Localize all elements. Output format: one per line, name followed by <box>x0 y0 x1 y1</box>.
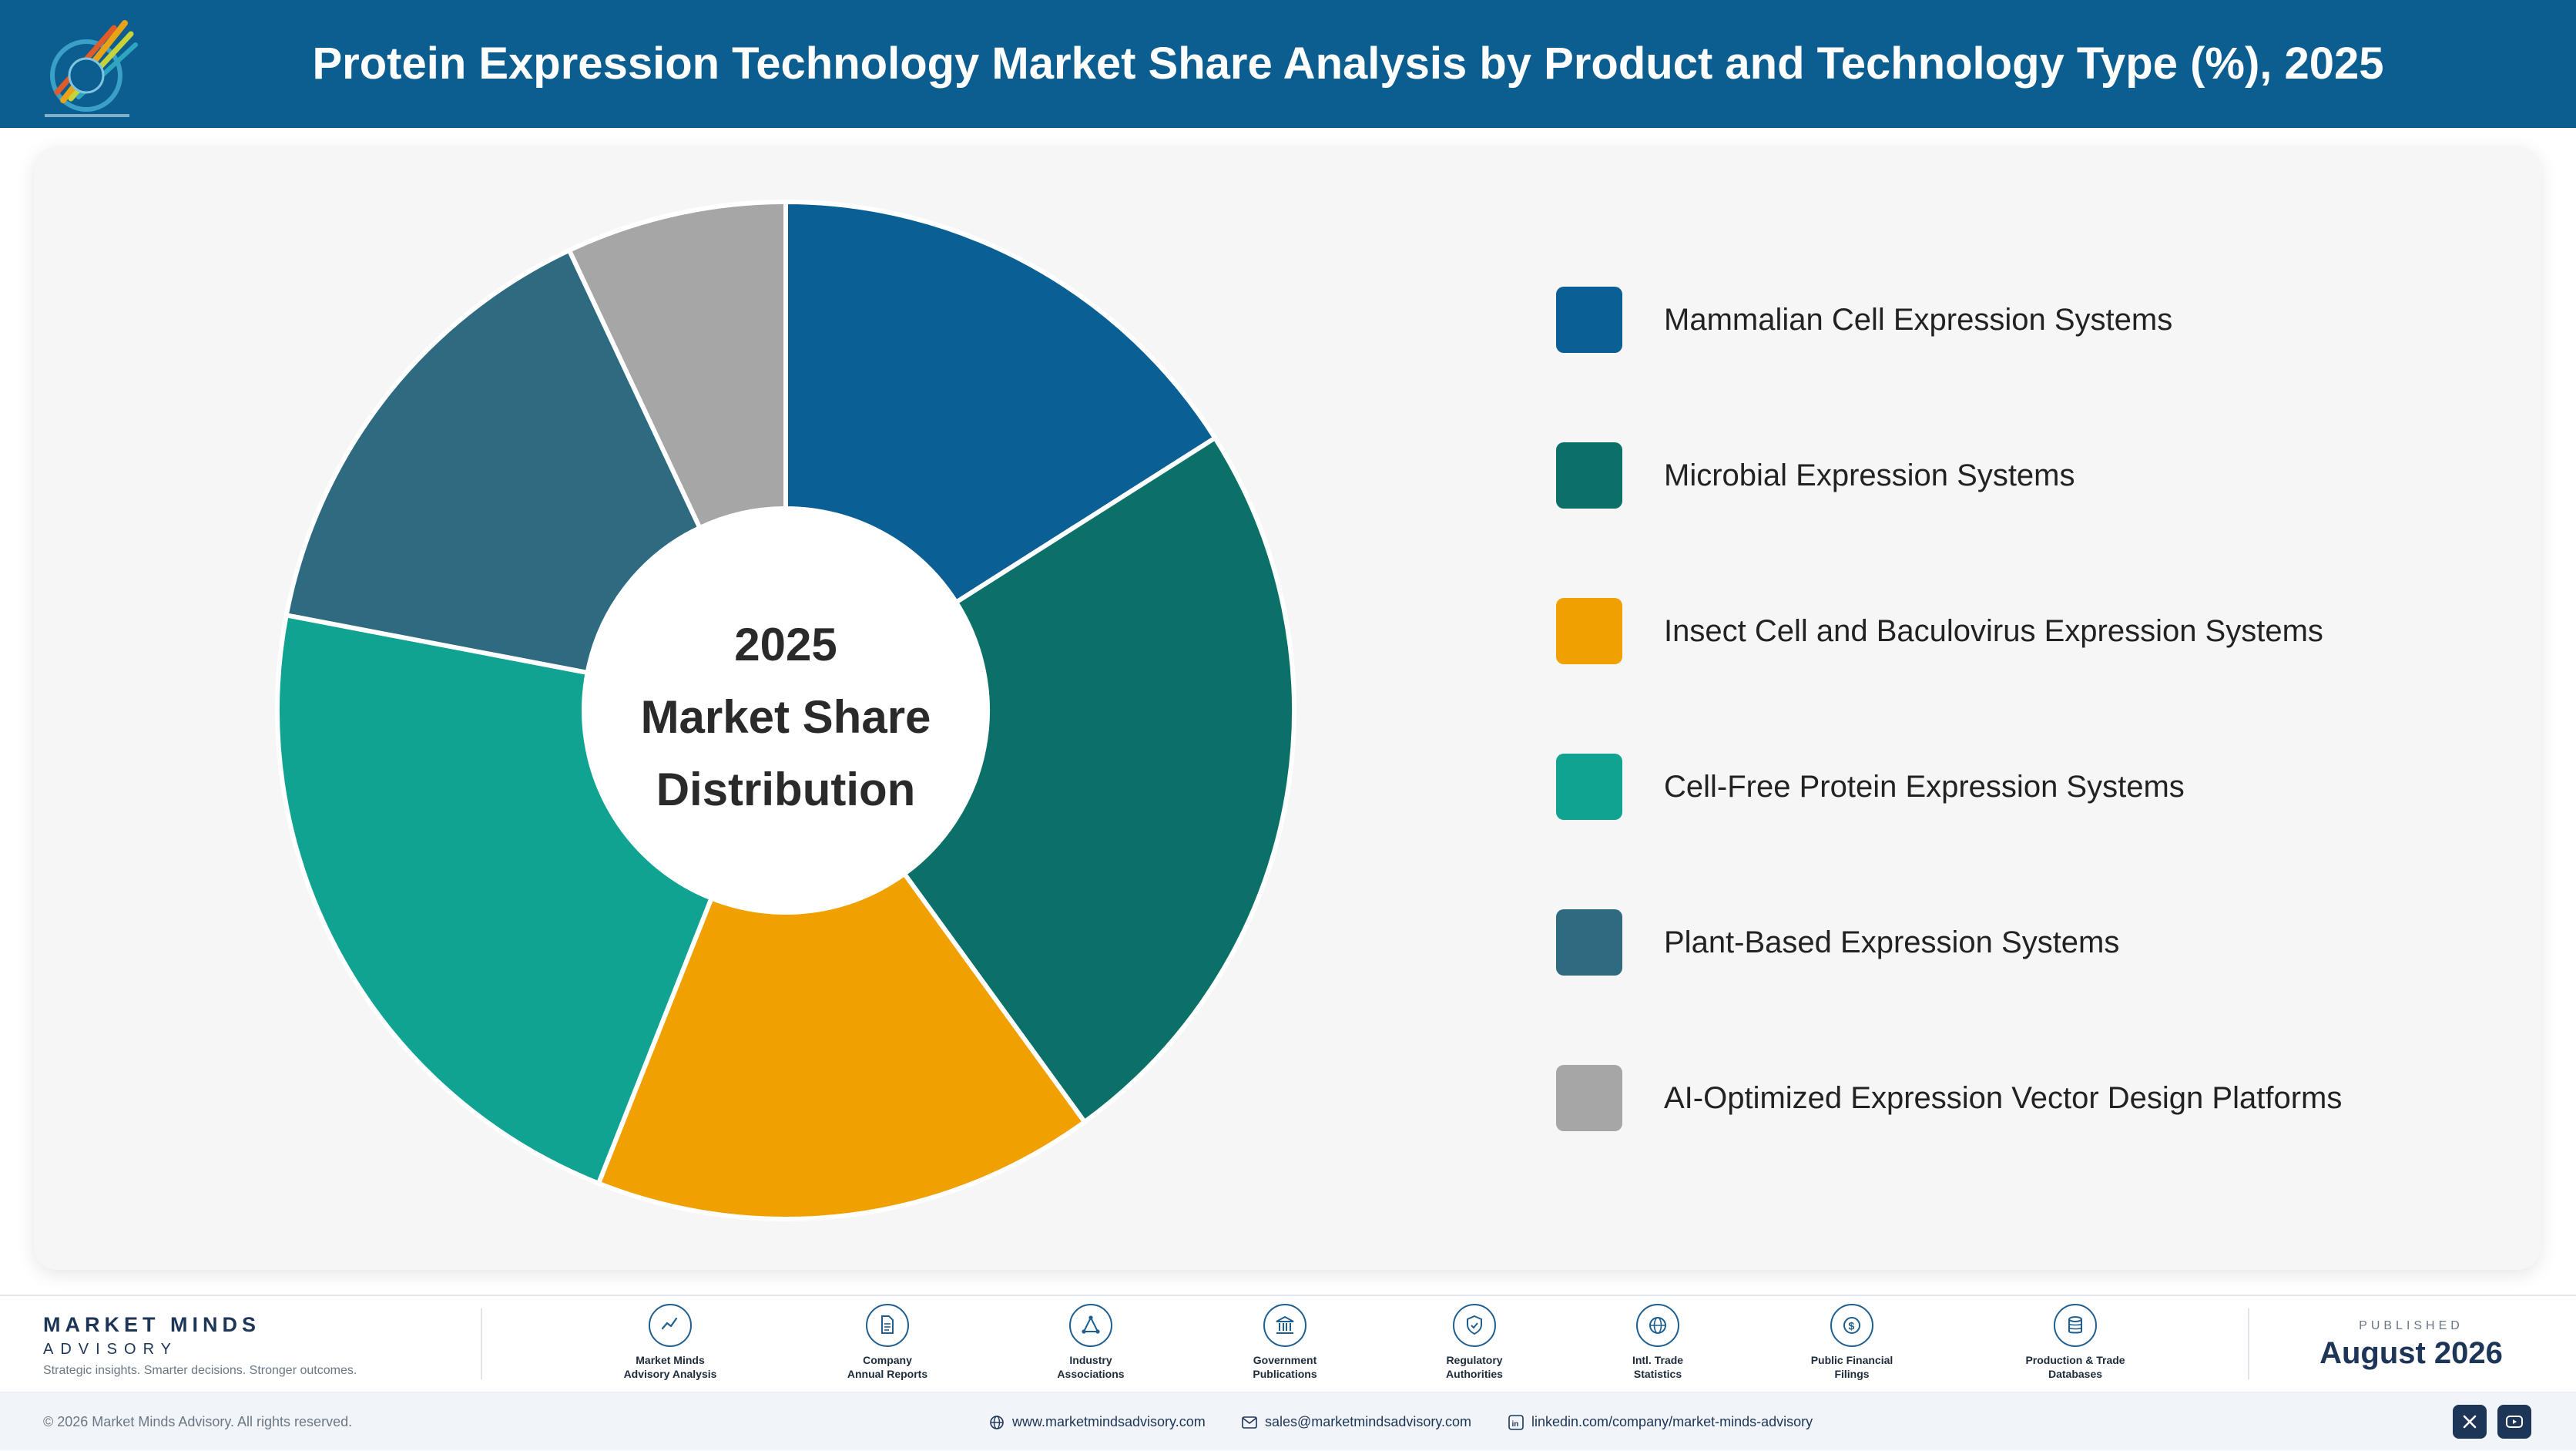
data-source-label-line-2: Publications <box>1253 1368 1317 1380</box>
svg-text:$: $ <box>1849 1320 1855 1332</box>
email-link[interactable]: sales@marketmindsadvisory.com <box>1242 1392 1471 1451</box>
data-source-label-line-1: Intl. Trade <box>1632 1354 1684 1366</box>
data-source-label-line-2: Annual Reports <box>847 1368 928 1380</box>
data-source-label: Regulatory Authorities <box>1397 1353 1551 1381</box>
legend-swatch <box>1556 287 1622 353</box>
document-icon <box>866 1304 909 1347</box>
center-label-line-2: Market Share <box>640 691 931 743</box>
data-source-label-line-2: Statistics <box>1633 1368 1682 1380</box>
data-source-label-line-1: Public Financial <box>1810 1354 1893 1366</box>
legend-swatch <box>1556 1065 1622 1131</box>
donut-slice-2 <box>902 435 1296 1124</box>
data-source-label-line-1: Market Minds <box>636 1354 705 1366</box>
government-building-icon <box>1263 1304 1306 1347</box>
data-source-label-line-1: Regulatory <box>1446 1354 1503 1366</box>
data-source-item: Government Publications <box>1208 1304 1362 1381</box>
legend-item: Plant-Based Expression Systems <box>1556 909 2480 977</box>
data-source-label-line-2: Authorities <box>1446 1368 1503 1380</box>
legend-swatch <box>1556 754 1622 820</box>
linkedin-text: linkedin.com/company/market-minds-adviso… <box>1531 1414 1813 1429</box>
legend-label: Plant-Based Expression Systems <box>1664 925 2120 959</box>
data-source-item: Industry Associations <box>1014 1304 1168 1381</box>
legend-swatch <box>1556 442 1622 509</box>
legend-item: AI-Optimized Expression Vector Design Pl… <box>1556 1065 2480 1133</box>
brand-tagline: Strategic insights. Smarter decisions. S… <box>43 1364 357 1377</box>
data-source-item: Company Annual Reports <box>810 1304 964 1381</box>
bottom-bar: © 2026 Market Minds Advisory. All rights… <box>0 1392 2576 1450</box>
linkedin-icon: in <box>1508 1415 1524 1431</box>
legend-label: Microbial Expression Systems <box>1664 458 2075 492</box>
company-logo <box>45 20 138 117</box>
x-icon <box>2463 1415 2477 1429</box>
donut-slice-6 <box>566 200 788 530</box>
chart-line-icon <box>649 1304 692 1347</box>
donut-center-label: 2025 Market Share Distribution <box>585 609 986 826</box>
footer: MARKET MINDS ADVISORY Strategic insights… <box>0 1295 2576 1392</box>
linkedin-link[interactable]: in linkedin.com/company/market-minds-advi… <box>1508 1392 1813 1451</box>
youtube-icon <box>2506 1416 2523 1428</box>
data-source-label-line-2: Associations <box>1057 1368 1125 1380</box>
dollar-coin-icon: $ <box>1830 1304 1873 1347</box>
legend-label: AI-Optimized Expression Vector Design Pl… <box>1664 1081 2343 1115</box>
legend-item: Cell-Free Protein Expression Systems <box>1556 754 2480 821</box>
legend-item: Microbial Expression Systems <box>1556 442 2480 510</box>
globe-icon <box>1636 1304 1679 1347</box>
data-source-label: Intl. Trade Statistics <box>1581 1353 1735 1381</box>
network-icon <box>1069 1304 1112 1347</box>
footer-divider-left <box>481 1308 482 1379</box>
donut-hole <box>585 510 986 911</box>
database-icon <box>2054 1304 2097 1347</box>
x-social-button[interactable] <box>2453 1405 2487 1439</box>
donut-slice-3 <box>596 871 1087 1221</box>
data-source-label: Production & Trade Databases <box>1998 1353 2152 1381</box>
data-source-item: Regulatory Authorities <box>1397 1304 1551 1381</box>
published-date: August 2026 <box>2319 1336 2503 1370</box>
website-link[interactable]: www.marketmindsadvisory.com <box>989 1392 1206 1451</box>
data-source-label: Public Financial Filings <box>1775 1353 1929 1381</box>
mail-icon <box>1242 1416 1257 1429</box>
data-source-label-line-2: Databases <box>2048 1368 2103 1380</box>
data-source-label-line-1: Government <box>1253 1354 1317 1366</box>
data-source-label-line-1: Production & Trade <box>2025 1354 2125 1366</box>
data-source-label-line-2: Advisory Analysis <box>623 1368 717 1380</box>
data-source-label: Company Annual Reports <box>810 1353 964 1381</box>
data-source-label-line-1: Industry <box>1069 1354 1112 1366</box>
donut-slice-5 <box>283 247 703 675</box>
donut-slice-1 <box>783 200 1218 605</box>
published-label: PUBLISHED <box>2359 1319 2464 1332</box>
youtube-social-button[interactable] <box>2497 1405 2531 1439</box>
header-bar: Protein Expression Technology Market Sha… <box>0 0 2576 128</box>
copyright-text: © 2026 Market Minds Advisory. All rights… <box>43 1414 353 1429</box>
footer-divider-right <box>2248 1308 2249 1379</box>
data-source-item: Production & Trade Databases <box>1998 1304 2152 1381</box>
data-source-label-line-1: Company <box>863 1354 912 1366</box>
brand-subtitle: ADVISORY <box>43 1341 178 1358</box>
brand-name: MARKET MINDS <box>43 1313 260 1336</box>
legend-swatch <box>1556 909 1622 976</box>
email-text: sales@marketmindsadvisory.com <box>1265 1414 1472 1429</box>
data-source-item: Intl. Trade Statistics <box>1581 1304 1735 1381</box>
legend-label: Insect Cell and Baculovirus Expression S… <box>1664 614 2323 648</box>
legend-item: Insect Cell and Baculovirus Expression S… <box>1556 598 2480 666</box>
legend-label: Cell-Free Protein Expression Systems <box>1664 770 2185 804</box>
donut-chart <box>275 200 1296 1221</box>
legend-swatch <box>1556 598 1622 664</box>
shield-check-icon <box>1453 1304 1496 1347</box>
svg-text:in: in <box>1512 1420 1519 1429</box>
data-source-item: $ Public Financial Filings <box>1775 1304 1929 1381</box>
data-source-label: Market Minds Advisory Analysis <box>593 1353 747 1381</box>
globe-icon <box>990 1416 1004 1430</box>
donut-slice-4 <box>275 613 714 1186</box>
center-label-line-1: 2025 <box>734 619 837 670</box>
data-source-item: Market Minds Advisory Analysis <box>593 1304 747 1381</box>
website-text: www.marketmindsadvisory.com <box>1012 1414 1206 1429</box>
legend-label: Mammalian Cell Expression Systems <box>1664 303 2173 337</box>
legend-item: Mammalian Cell Expression Systems <box>1556 287 2480 354</box>
data-source-label: Government Publications <box>1208 1353 1362 1381</box>
data-source-label-line-2: Filings <box>1834 1368 1870 1380</box>
center-label-line-3: Distribution <box>656 764 916 815</box>
page-title: Protein Expression Technology Market Sha… <box>312 39 2384 89</box>
data-source-label: Industry Associations <box>1014 1353 1168 1381</box>
